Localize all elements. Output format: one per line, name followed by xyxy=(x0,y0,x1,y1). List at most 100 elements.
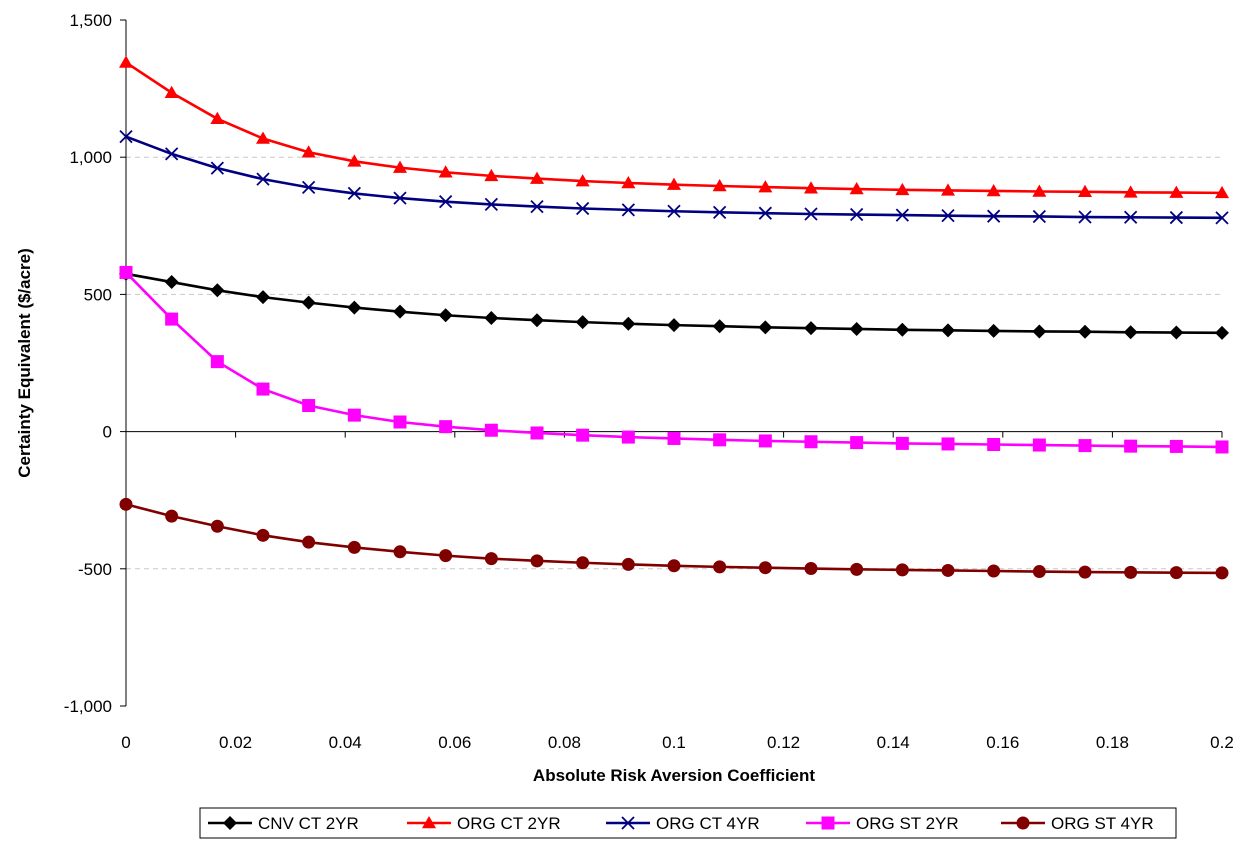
y-tick-label: -500 xyxy=(78,560,112,579)
data-point xyxy=(347,300,362,315)
data-point xyxy=(667,431,681,445)
data-point xyxy=(941,209,955,223)
legend-label: CNV CT 2YR xyxy=(258,814,359,833)
data-point xyxy=(667,559,681,573)
y-tick-label: 1,000 xyxy=(69,148,112,167)
data-point xyxy=(347,186,361,201)
data-point xyxy=(576,201,590,216)
legend: CNV CT 2YR ORG CT 2YR ORG CT 4YR ORG ST 2YR… xyxy=(199,807,1177,839)
data-point xyxy=(575,315,590,330)
data-point xyxy=(301,295,316,310)
data-point xyxy=(575,174,590,187)
legend-label: ORG CT 4YR xyxy=(656,814,760,833)
data-point xyxy=(713,433,727,447)
x-tick-label: 0.2 xyxy=(1210,733,1234,752)
data-point xyxy=(1032,565,1046,579)
data-point xyxy=(393,415,407,429)
data-point xyxy=(667,204,681,218)
data-point xyxy=(621,430,635,444)
data-point xyxy=(621,203,635,217)
data-point xyxy=(302,399,316,413)
data-point xyxy=(393,304,407,319)
legend-entry: CNV CT 2YR xyxy=(208,814,359,833)
data-point xyxy=(1124,565,1138,579)
legend-entry: ORG CT 2YR xyxy=(407,814,561,833)
data-point xyxy=(758,320,773,335)
data-point xyxy=(986,183,1001,197)
legend-label: ORG ST 2YR xyxy=(856,814,959,833)
data-point xyxy=(1123,185,1138,198)
data-point xyxy=(164,85,179,98)
legend-marker xyxy=(821,816,835,830)
data-point xyxy=(256,528,270,542)
data-point xyxy=(439,549,453,563)
gridlines xyxy=(126,156,1222,570)
legend-marker xyxy=(621,816,635,830)
data-point xyxy=(804,181,818,194)
y-tick-label: 0 xyxy=(103,423,112,442)
y-tick-label: 500 xyxy=(84,285,112,304)
data-point xyxy=(1123,325,1138,340)
data-point xyxy=(895,208,909,222)
x-axis-title: Absolute Risk Aversion Coefficient xyxy=(533,766,815,785)
data-point xyxy=(1169,566,1183,580)
series-line xyxy=(125,61,1223,195)
data-point xyxy=(576,428,590,442)
x-tick-label: 0 xyxy=(121,733,130,752)
data-point xyxy=(1124,439,1138,453)
data-point xyxy=(1169,439,1183,453)
data-point xyxy=(850,436,864,450)
data-point xyxy=(1078,565,1092,579)
data-point xyxy=(804,207,818,221)
data-point xyxy=(1124,210,1138,224)
data-point xyxy=(165,312,179,326)
data-point xyxy=(393,160,407,173)
data-point xyxy=(1078,324,1092,339)
data-point xyxy=(484,197,498,212)
data-point xyxy=(895,563,909,577)
x-tick-label: 0.16 xyxy=(986,733,1019,752)
data-point xyxy=(895,182,910,196)
data-point xyxy=(530,199,544,214)
data-point xyxy=(849,182,864,195)
data-point xyxy=(347,408,361,422)
data-point xyxy=(165,509,179,523)
data-point xyxy=(119,129,133,144)
data-point xyxy=(758,434,772,448)
data-point xyxy=(987,437,1001,451)
y-tick-label: -1,000 xyxy=(64,697,112,716)
series-3 xyxy=(119,265,1229,454)
data-point xyxy=(758,561,772,575)
data-point xyxy=(713,560,727,574)
legend-entry: ORG ST 2YR xyxy=(806,814,959,833)
x-tick-label: 0.06 xyxy=(438,733,471,752)
data-point xyxy=(1032,324,1047,339)
x-tick-label: 0.14 xyxy=(877,733,910,752)
data-point xyxy=(986,323,1001,338)
data-point xyxy=(393,545,407,559)
data-point xyxy=(1215,211,1229,225)
data-point xyxy=(210,111,225,125)
data-point xyxy=(210,161,224,175)
data-point xyxy=(438,308,453,323)
data-point xyxy=(1078,210,1092,224)
series-2 xyxy=(119,129,1229,225)
x-tick-label: 0.08 xyxy=(548,733,581,752)
data-point xyxy=(484,552,498,566)
legend-entry: ORG CT 4YR xyxy=(606,814,760,833)
data-point xyxy=(119,265,133,279)
data-point xyxy=(941,183,955,196)
data-point xyxy=(895,436,909,450)
data-point xyxy=(165,147,179,161)
data-point xyxy=(210,283,225,298)
data-point xyxy=(256,290,270,305)
data-point xyxy=(621,557,635,571)
data-point xyxy=(850,207,864,222)
legend-label: ORG CT 2YR xyxy=(457,814,561,833)
data-point xyxy=(119,55,133,68)
data-point xyxy=(530,554,544,568)
data-point xyxy=(987,209,1001,223)
data-point xyxy=(1215,185,1229,199)
data-point xyxy=(941,563,955,577)
data-point xyxy=(484,310,499,325)
